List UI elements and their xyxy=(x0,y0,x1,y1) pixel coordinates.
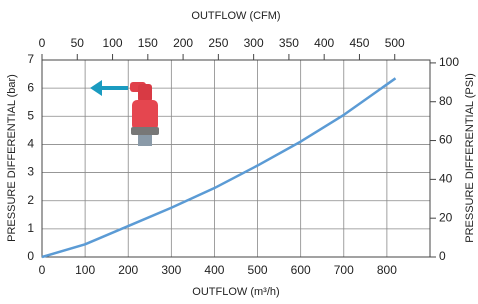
y-tick-label: 0 xyxy=(27,249,34,263)
x2-tick-label: 150 xyxy=(138,36,158,50)
valve-icon xyxy=(90,80,159,146)
x-tick-label: 800 xyxy=(377,263,397,277)
valve-body xyxy=(132,100,158,130)
y2-axis-title: PRESSURE DIFFERENTIAL (PSI) xyxy=(464,73,476,243)
y-tick-label: 4 xyxy=(27,137,34,151)
x2-tick-label: 200 xyxy=(173,36,193,50)
x-tick-label: 400 xyxy=(204,263,224,277)
y-tick-label: 7 xyxy=(27,52,34,66)
x-tick-label: 200 xyxy=(118,263,138,277)
valve-neck xyxy=(138,84,152,102)
valve-thread xyxy=(138,135,152,146)
x2-tick-label: 400 xyxy=(314,36,334,50)
x2-tick-label: 250 xyxy=(208,36,228,50)
x-axis-title: OUTFLOW (m³/h) xyxy=(192,286,279,298)
x2-tick-label: 350 xyxy=(279,36,299,50)
x2-axis-title: OUTFLOW (CFM) xyxy=(191,10,280,22)
valve-base xyxy=(131,127,159,135)
y-axis-title: PRESSURE DIFFERENTIAL (bar) xyxy=(6,74,18,242)
arrow-head xyxy=(90,80,102,96)
x2-tick-label: 500 xyxy=(385,36,405,50)
y-tick-label: 1 xyxy=(27,221,34,235)
x2-tick-label: 50 xyxy=(71,36,85,50)
x-tick-label: 100 xyxy=(75,263,95,277)
x2-tick-label: 450 xyxy=(349,36,369,50)
y-tick-label: 6 xyxy=(27,80,34,94)
y-tick-label: 2 xyxy=(27,193,34,207)
x-tick-label: 700 xyxy=(334,263,354,277)
y2-tick-label: 0 xyxy=(439,249,446,263)
y-tick-label: 5 xyxy=(27,108,34,122)
x2-tick-label: 0 xyxy=(39,36,46,50)
x-tick-label: 600 xyxy=(291,263,311,277)
x-tick-label: 0 xyxy=(39,263,46,277)
y2-tick-label: 20 xyxy=(439,210,453,224)
y2-tick-label: 80 xyxy=(439,94,453,108)
x-tick-label: 500 xyxy=(248,263,268,277)
x2-tick-label: 100 xyxy=(103,36,123,50)
chart: OUTFLOW (CFM) OUTFLOW (m³/h) PRESSURE DI… xyxy=(0,0,478,304)
y2-tick-label: 60 xyxy=(439,133,453,147)
line-series xyxy=(42,78,396,257)
x-tick-label: 300 xyxy=(161,263,181,277)
x2-tick-label: 300 xyxy=(244,36,264,50)
y-tick-label: 3 xyxy=(27,165,34,179)
y2-tick-label: 40 xyxy=(439,172,453,186)
y2-tick-label: 100 xyxy=(439,55,459,69)
